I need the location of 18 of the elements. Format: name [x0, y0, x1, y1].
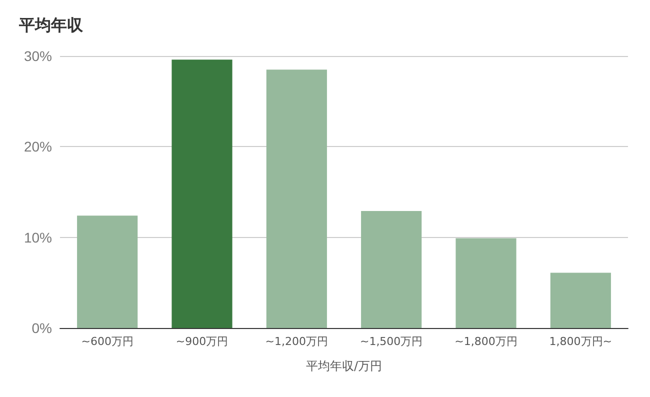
- y-tick-label: 0%: [32, 320, 52, 336]
- bar: [361, 211, 422, 328]
- x-tick-label: ~1,200万円: [265, 335, 328, 348]
- bar: [77, 216, 138, 328]
- bar: [456, 238, 516, 328]
- x-tick-label: ~1,500万円: [360, 335, 423, 348]
- bar: [550, 272, 611, 328]
- bar: [172, 60, 232, 328]
- x-tick-label: ~900万円: [176, 335, 228, 348]
- x-tick-label: 1,800万円~: [549, 335, 612, 348]
- bar: [266, 70, 327, 328]
- chart-title: 平均年収: [18, 16, 84, 34]
- x-tick-label: ~600万円: [81, 335, 134, 348]
- y-tick-label: 30%: [24, 48, 52, 64]
- y-tick-label: 10%: [24, 229, 52, 246]
- x-axis-title: 平均年収/万円: [306, 359, 382, 373]
- x-tick-label: ~1,800万円: [454, 335, 518, 348]
- y-tick-label: 20%: [24, 138, 52, 155]
